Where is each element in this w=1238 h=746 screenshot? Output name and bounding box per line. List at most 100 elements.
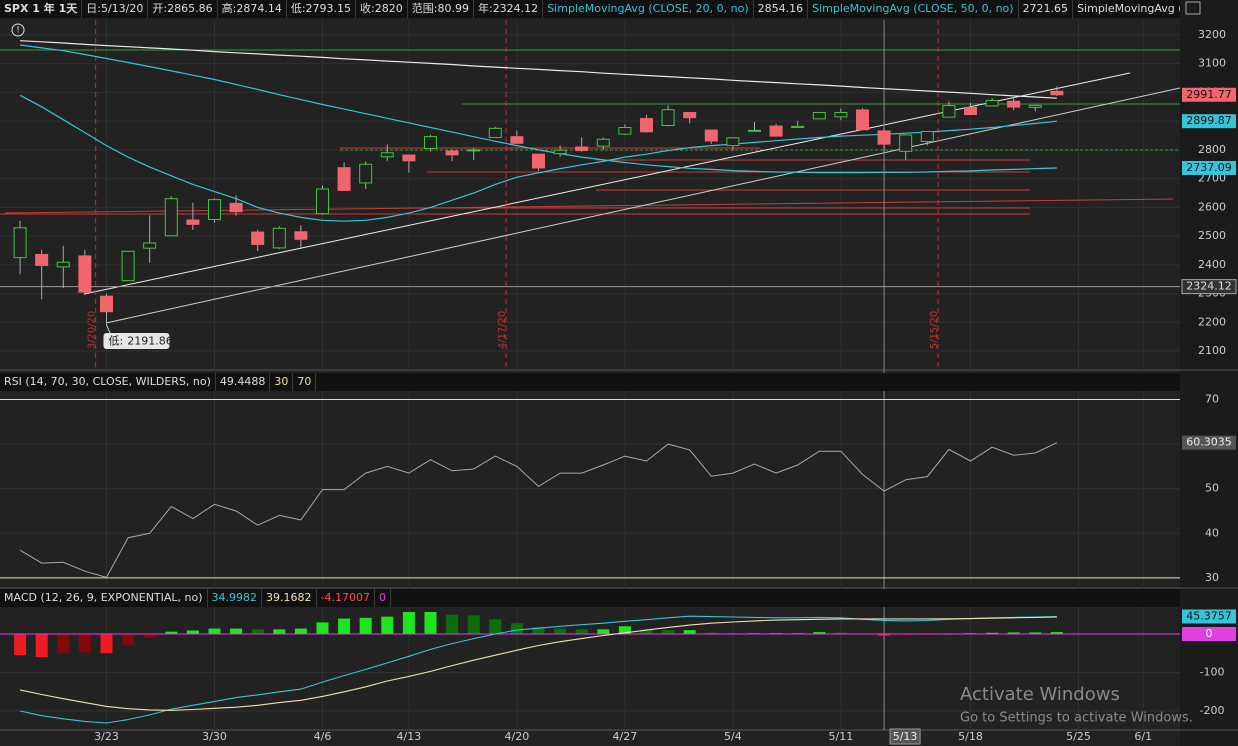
candle-body — [639, 118, 653, 133]
price-tag-label: 2737.09 — [1186, 161, 1232, 174]
price-tag — [1181, 279, 1237, 295]
alert-icon-glyph: ! — [16, 26, 20, 36]
candle-body — [553, 149, 567, 155]
candle-body — [855, 109, 869, 131]
study-value: 2721.65 — [1019, 0, 1074, 18]
macd-bar — [986, 632, 999, 634]
moving-average — [20, 44, 1057, 174]
macd-bar — [14, 633, 27, 656]
price-header: SPX 1 年 1天 日:5/13/20 开:2865.86 高:2874.14… — [0, 0, 1180, 18]
label: 年: — [477, 2, 493, 15]
candle-body — [229, 202, 243, 213]
macd-bar — [424, 612, 437, 634]
settings-icon[interactable] — [1185, 1, 1201, 15]
x-tick-label: 4/13 — [397, 730, 422, 743]
watermark-subtitle: Go to Settings to activate Windows. — [960, 711, 1193, 726]
candle-body — [920, 130, 934, 143]
candle-body — [467, 149, 481, 152]
candle-body — [1007, 100, 1021, 108]
alert-icon[interactable] — [11, 23, 25, 37]
annotation-connector — [106, 324, 111, 335]
date-marker-label: 4/17/20 — [497, 311, 508, 350]
candle-body — [899, 134, 913, 152]
date-marker-label: 3/20/20 — [87, 311, 98, 350]
x-tick-label: 5/4 — [724, 730, 742, 743]
value: 2865.86 — [167, 2, 213, 15]
study-name: SimpleMovingAvg (CLOSE, 100, 0,... — [1073, 0, 1180, 18]
candle-body — [251, 231, 265, 245]
study-value: 49.4488 — [216, 373, 271, 391]
study-value: 34.9982 — [208, 589, 263, 607]
value: 2793.15 — [305, 2, 352, 15]
macd-bar — [489, 619, 502, 634]
x-tick-label: 3/30 — [202, 730, 227, 743]
candle-body — [380, 152, 394, 158]
candle-body — [207, 199, 221, 220]
y-tick-label: 2200 — [1198, 315, 1226, 328]
macd-bar — [1050, 632, 1063, 634]
candle-body — [56, 261, 70, 268]
trendline — [83, 72, 1131, 295]
label: 低: — [290, 2, 306, 15]
candle-body — [99, 295, 113, 313]
y-tick-label: 30 — [1205, 571, 1219, 584]
moving-average — [20, 40, 1057, 99]
year: 年:2324.12 — [474, 0, 544, 18]
y-tick-label: 2600 — [1198, 200, 1226, 213]
level: 30 — [270, 373, 294, 391]
y-tick-label: 50 — [1205, 482, 1219, 495]
annotation-value: 2191.86 — [127, 335, 172, 348]
candle-body — [186, 219, 200, 225]
macd-bar — [273, 629, 286, 634]
macd-bar — [705, 632, 718, 634]
macd-bar — [813, 632, 826, 634]
macd-bar — [554, 628, 567, 634]
candle-body — [726, 137, 740, 147]
open: 开:2865.86 — [148, 0, 218, 18]
study-value: -4.17007 — [317, 589, 375, 607]
y-tick-label: 2500 — [1198, 229, 1226, 242]
macd-bar — [165, 631, 178, 634]
price-tag — [1182, 87, 1236, 102]
candle-body — [488, 127, 502, 139]
rsi-header: RSI (14, 70, 30, CLOSE, WILDERS, no) 49.… — [0, 373, 1180, 391]
study-name: RSI (14, 70, 30, CLOSE, WILDERS, no) — [0, 373, 216, 391]
macd-bar — [467, 615, 480, 634]
rsi-line — [19, 442, 1058, 578]
candle-body — [618, 126, 632, 135]
macd-bar — [35, 633, 48, 658]
candle-body — [596, 138, 610, 147]
label: 收: — [360, 2, 375, 15]
study-value: 39.1682 — [262, 589, 317, 607]
macd-bar — [1029, 632, 1042, 634]
y-tick-label: -200 — [1200, 704, 1225, 717]
candle-body — [164, 198, 178, 237]
macd-bar — [1007, 632, 1020, 634]
price-tag-label: 60.3035 — [1186, 436, 1232, 449]
x-tick-label: 6/1 — [1134, 730, 1152, 743]
cursor-box — [889, 728, 921, 745]
macd-bar — [662, 630, 675, 634]
study-name: SimpleMovingAvg (CLOSE, 50, 0, no) — [808, 0, 1019, 18]
candle-body — [143, 242, 157, 249]
cursor-label: 5/13 — [893, 730, 918, 743]
macd-bar — [359, 617, 372, 634]
y-tick-label: 2800 — [1198, 143, 1226, 156]
high: 高:2874.14 — [218, 0, 287, 18]
price-tag-label: 0 — [1206, 627, 1213, 640]
macd-bar — [640, 629, 653, 634]
y-tick-label: 40 — [1205, 526, 1219, 539]
candle-body — [121, 250, 135, 282]
date: 日:5/13/20 — [82, 0, 149, 18]
symbol: SPX 1 年 1天 — [0, 0, 83, 18]
candle-body — [963, 106, 977, 116]
price-tag-label: 2899.87 — [1186, 114, 1232, 127]
macd-line — [19, 616, 1057, 711]
candle-body — [747, 129, 761, 132]
drawn-line — [4, 198, 1174, 214]
candle-body — [445, 150, 459, 156]
candle-body — [834, 112, 848, 118]
macd-bar — [575, 629, 588, 634]
price-tag — [1182, 435, 1236, 450]
candle-body — [683, 112, 697, 119]
